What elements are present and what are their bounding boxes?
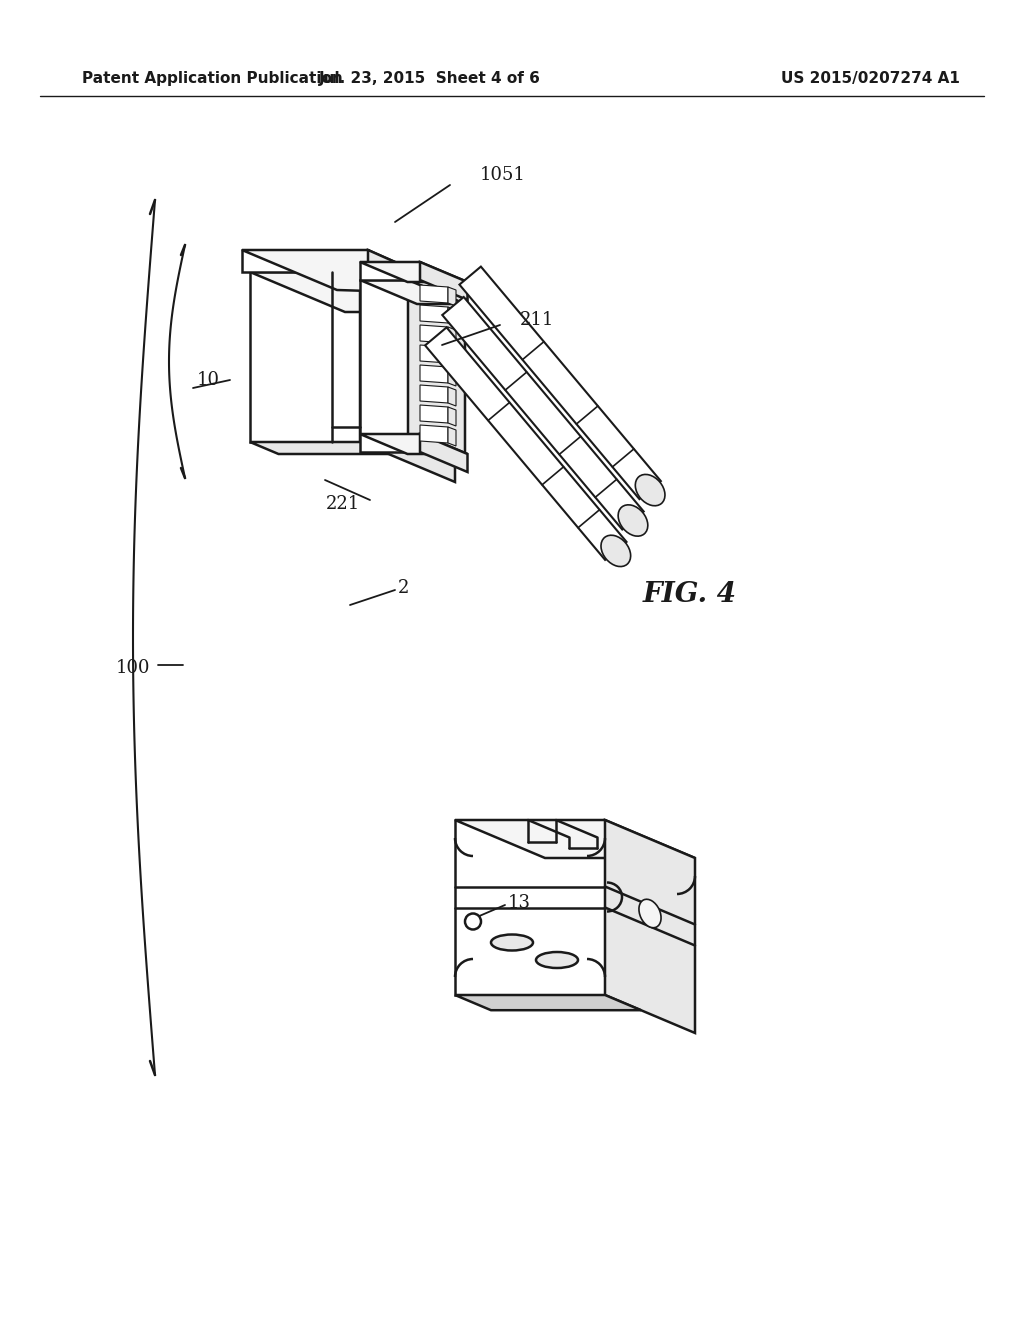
Polygon shape [460,267,660,499]
Polygon shape [250,272,455,312]
Polygon shape [360,272,455,482]
Ellipse shape [536,952,578,968]
Polygon shape [442,297,644,529]
Text: 100: 100 [116,659,150,677]
Text: Jul. 23, 2015  Sheet 4 of 6: Jul. 23, 2015 Sheet 4 of 6 [319,70,541,86]
Polygon shape [360,280,408,434]
Polygon shape [455,995,641,1010]
Polygon shape [449,308,456,326]
Polygon shape [420,425,449,444]
Text: Patent Application Publication: Patent Application Publication [82,70,343,86]
Ellipse shape [635,474,665,506]
Polygon shape [420,385,449,403]
Polygon shape [368,249,467,315]
Text: 1051: 1051 [480,166,526,183]
Polygon shape [360,280,465,304]
Ellipse shape [601,535,631,566]
Polygon shape [455,820,695,858]
Polygon shape [360,261,420,280]
Text: 2: 2 [398,579,410,597]
Polygon shape [360,434,420,451]
Polygon shape [360,434,468,454]
Text: 221: 221 [326,495,360,513]
Text: 10: 10 [197,371,220,389]
Text: US 2015/0207274 A1: US 2015/0207274 A1 [780,70,959,86]
Polygon shape [420,285,449,304]
Polygon shape [449,387,456,407]
Polygon shape [420,434,468,473]
Polygon shape [449,407,456,426]
Polygon shape [420,305,449,323]
Polygon shape [449,426,456,446]
Polygon shape [408,280,465,458]
Polygon shape [250,442,388,454]
Polygon shape [420,261,468,300]
Polygon shape [425,327,627,560]
Polygon shape [449,367,456,385]
Text: 13: 13 [508,894,531,912]
Polygon shape [420,366,449,383]
Polygon shape [449,327,456,346]
Polygon shape [250,272,360,442]
Polygon shape [449,347,456,366]
Ellipse shape [490,935,534,950]
Polygon shape [360,261,468,282]
Polygon shape [455,820,605,995]
Polygon shape [242,249,467,294]
Polygon shape [420,405,449,422]
Polygon shape [420,325,449,343]
Text: 211: 211 [520,312,554,329]
Polygon shape [242,249,368,272]
Ellipse shape [639,899,662,928]
Text: FIG. 4: FIG. 4 [643,582,737,609]
Circle shape [465,913,481,929]
Polygon shape [449,286,456,306]
Polygon shape [420,345,449,363]
Polygon shape [605,820,695,1034]
Ellipse shape [618,504,648,536]
